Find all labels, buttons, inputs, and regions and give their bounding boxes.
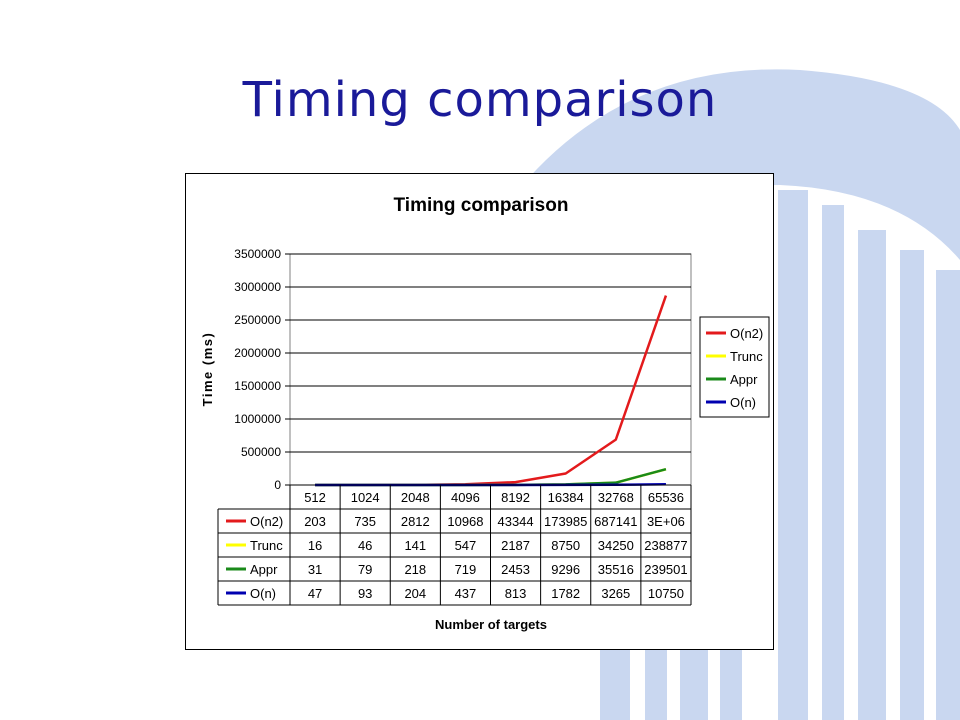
table-cell-value: 719	[455, 562, 477, 577]
slide-title: Timing comparison	[242, 72, 718, 128]
table-cell-value: 9296	[551, 562, 580, 577]
x-category-label: 4096	[451, 490, 480, 505]
plot-area	[289, 253, 692, 486]
x-category-label: 32768	[598, 490, 634, 505]
timing-line-chart: Timing comparison 0 500000 1000000 1500000 2…	[200, 195, 770, 632]
table-cell-value: 687141	[594, 514, 637, 529]
y-axis-ticks: 0 500000 1000000 1500000 2000000 2500000 30000…	[234, 247, 290, 492]
y-tick-label: 500000	[241, 445, 281, 459]
table-cell-value: 173985	[544, 514, 587, 529]
table-cell-value: 31	[308, 562, 322, 577]
table-cell-value: 141	[404, 538, 426, 553]
table-series-name: O(n)	[250, 586, 276, 601]
chart-frame: Timing comparison 0 500000 1000000 1500000 2…	[185, 173, 774, 650]
x-category-label: 512	[304, 490, 326, 505]
legend-entry: Appr	[730, 372, 758, 387]
y-tick-label: 3000000	[234, 280, 281, 294]
x-category-label: 65536	[648, 490, 684, 505]
legend-entry: O(n)	[730, 395, 756, 410]
table-cell-value: 46	[358, 538, 372, 553]
table-cell-value: 2812	[401, 514, 430, 529]
table-series-name: Trunc	[250, 538, 283, 553]
table-cell-value: 43344	[497, 514, 533, 529]
table-cell-value: 34250	[598, 538, 634, 553]
table-cell-value: 47	[308, 586, 322, 601]
table-cell-value: 238877	[644, 538, 687, 553]
table-cell-value: 547	[455, 538, 477, 553]
table-cell-value: 735	[354, 514, 376, 529]
table-cell-value: 35516	[598, 562, 634, 577]
data-table: 512 1024 2048 4096 8192 16384 32768 65536 O(n2) 2…	[217, 484, 692, 606]
legend: O(n2) Trunc Appr O(n)	[699, 316, 770, 418]
x-category-label: 1024	[351, 490, 380, 505]
y-tick-label: 2000000	[234, 346, 281, 360]
x-category-label: 16384	[548, 490, 584, 505]
table-cell-value: 1782	[551, 586, 580, 601]
table-cell-value: 79	[358, 562, 372, 577]
x-axis-label: Number of targets	[435, 617, 547, 632]
table-cell-value: 2187	[501, 538, 530, 553]
y-axis-label: Time (ms)	[200, 332, 215, 407]
table-cell-value: 3265	[601, 586, 630, 601]
table-cell-value: 437	[455, 586, 477, 601]
table-cell-value: 93	[358, 586, 372, 601]
x-category-label: 2048	[401, 490, 430, 505]
x-category-label: 8192	[501, 490, 530, 505]
legend-entry: O(n2)	[730, 326, 763, 341]
y-tick-label: 1500000	[234, 379, 281, 393]
table-cell-value: 10750	[648, 586, 684, 601]
table-cell-value: 10968	[447, 514, 483, 529]
table-cell-value: 3E+06	[647, 514, 685, 529]
table-cell-value: 204	[404, 586, 426, 601]
y-tick-label: 1000000	[234, 412, 281, 426]
table-series-name: Appr	[250, 562, 278, 577]
table-cell-value: 218	[404, 562, 426, 577]
legend-entry: Trunc	[730, 349, 763, 364]
table-cell-value: 2453	[501, 562, 530, 577]
table-cell-value: 239501	[644, 562, 687, 577]
y-tick-label: 2500000	[234, 313, 281, 327]
table-cell-value: 8750	[551, 538, 580, 553]
y-tick-label: 0	[274, 478, 281, 492]
chart-title: Timing comparison	[394, 195, 569, 216]
table-series-name: O(n2)	[250, 514, 283, 529]
table-cell-value: 813	[505, 586, 527, 601]
y-tick-label: 3500000	[234, 247, 281, 261]
table-cell-value: 203	[304, 514, 326, 529]
table-cell-value: 16	[308, 538, 322, 553]
